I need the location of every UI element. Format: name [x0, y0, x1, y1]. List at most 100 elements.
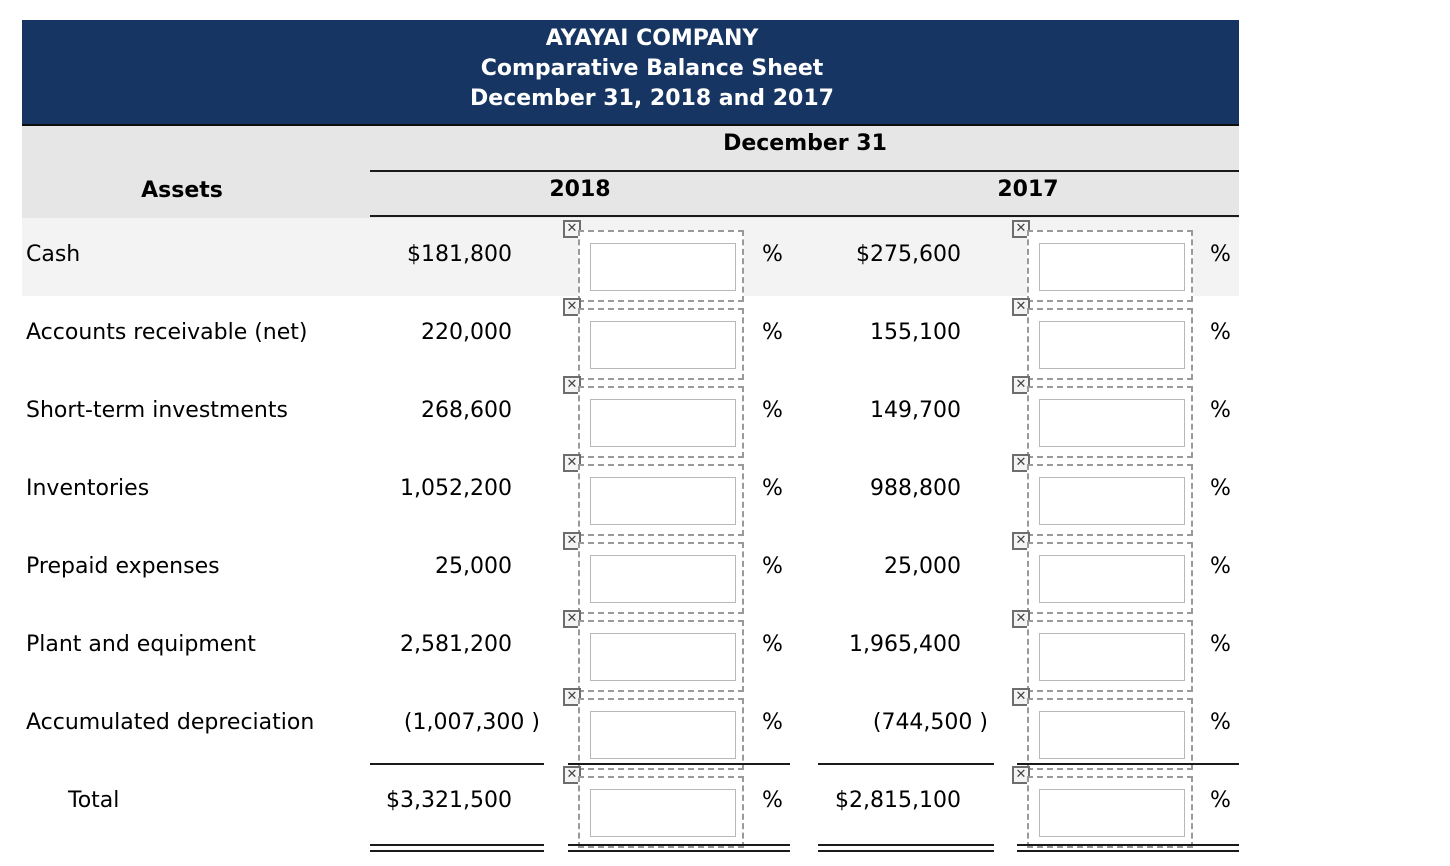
- x-mark-icon: ✕: [1012, 610, 1030, 628]
- percent-input-2018[interactable]: [590, 555, 736, 603]
- total-rule-2018-pct: [568, 763, 790, 765]
- percent-input-2018[interactable]: [590, 711, 736, 759]
- percent-sign-2018: %: [762, 476, 783, 501]
- amount-2018: 220,000: [421, 320, 512, 345]
- percent-sign-2017: %: [1210, 632, 1231, 657]
- percent-input-2018[interactable]: [590, 633, 736, 681]
- total-rule-2018-amount: [370, 763, 544, 765]
- year-divider: [370, 215, 1239, 217]
- percent-sign-2017: %: [1210, 788, 1231, 813]
- percent-input-2018[interactable]: [590, 477, 736, 525]
- percent-sign-2017: %: [1210, 320, 1231, 345]
- x-mark-icon: ✕: [563, 376, 581, 394]
- statement-header: AYAYAI COMPANY Comparative Balance Sheet…: [22, 20, 1239, 126]
- row-label: Cash: [26, 242, 81, 267]
- percent-input-2017-box: [1027, 230, 1193, 302]
- amount-2018: 1,052,200: [400, 476, 512, 501]
- percent-input-2018[interactable]: [590, 243, 736, 291]
- percent-input-2017-box: [1027, 776, 1193, 848]
- percent-sign-2017: %: [1210, 554, 1231, 579]
- year-2018-heading: 2018: [549, 177, 611, 202]
- percent-sign-2018: %: [762, 710, 783, 735]
- percent-input-2018-box: [578, 698, 744, 770]
- percent-sign-2017: %: [1210, 242, 1231, 267]
- percent-input-2018[interactable]: [590, 321, 736, 369]
- amount-2017: 155,100: [870, 320, 961, 345]
- percent-input-2017[interactable]: [1039, 243, 1185, 291]
- statement-title: Comparative Balance Sheet: [480, 56, 824, 81]
- percent-input-2017[interactable]: [1039, 477, 1185, 525]
- percent-input-2017-box: [1027, 464, 1193, 536]
- amount-2017: 25,000: [884, 554, 961, 579]
- amount-2018: (1,007,300 ): [403, 710, 540, 735]
- row-label: Total: [68, 788, 120, 813]
- percent-input-2017-box: [1027, 620, 1193, 692]
- row-label: Accumulated depreciation: [26, 710, 315, 735]
- x-mark-icon: ✕: [563, 688, 581, 706]
- x-mark-icon: ✕: [1012, 376, 1030, 394]
- double-rule-2017-pct: [1017, 844, 1239, 852]
- assets-heading: Assets: [141, 178, 223, 203]
- row-label: Inventories: [26, 476, 150, 501]
- column-header-band: [22, 126, 1239, 218]
- percent-sign-2018: %: [762, 398, 783, 423]
- x-mark-icon: ✕: [1012, 688, 1030, 706]
- double-rule-2018-pct: [568, 844, 790, 852]
- percent-sign-2017: %: [1210, 398, 1231, 423]
- percent-input-2017[interactable]: [1039, 789, 1185, 837]
- percent-input-2018[interactable]: [590, 399, 736, 447]
- company-name: AYAYAI COMPANY: [545, 26, 759, 51]
- percent-input-2018-box: [578, 776, 744, 848]
- percent-input-2018-box: [578, 308, 744, 380]
- percent-input-2017[interactable]: [1039, 711, 1185, 759]
- x-mark-icon: ✕: [563, 532, 581, 550]
- percent-sign-2017: %: [1210, 710, 1231, 735]
- amount-2018: 2,581,200: [400, 632, 512, 657]
- heading-divider: [370, 170, 1239, 172]
- percent-input-2018-box: [578, 230, 744, 302]
- percent-input-2018[interactable]: [590, 789, 736, 837]
- percent-input-2018-box: [578, 620, 744, 692]
- percent-sign-2018: %: [762, 554, 783, 579]
- x-mark-icon: ✕: [563, 454, 581, 472]
- percent-input-2017-box: [1027, 698, 1193, 770]
- amount-2018: $181,800: [407, 242, 512, 267]
- year-2017-heading: 2017: [997, 177, 1059, 202]
- row-label: Prepaid expenses: [26, 554, 220, 579]
- x-mark-icon: ✕: [1012, 532, 1030, 550]
- amount-2017: 1,965,400: [849, 632, 961, 657]
- statement-date: December 31, 2018 and 2017: [470, 86, 834, 111]
- percent-input-2017-box: [1027, 386, 1193, 458]
- amount-2017: 988,800: [870, 476, 961, 501]
- total-rule-2017-pct: [1017, 763, 1239, 765]
- double-rule-2018-amount: [370, 844, 544, 852]
- row-label: Plant and equipment: [26, 632, 256, 657]
- percent-input-2017[interactable]: [1039, 321, 1185, 369]
- x-mark-icon: ✕: [563, 298, 581, 316]
- percent-sign-2018: %: [762, 320, 783, 345]
- x-mark-icon: ✕: [1012, 220, 1030, 238]
- percent-sign-2018: %: [762, 242, 783, 267]
- percent-input-2018-box: [578, 386, 744, 458]
- percent-input-2017[interactable]: [1039, 633, 1185, 681]
- x-mark-icon: ✕: [1012, 454, 1030, 472]
- percent-sign-2017: %: [1210, 476, 1231, 501]
- x-mark-icon: ✕: [563, 220, 581, 238]
- row-label: Accounts receivable (net): [26, 320, 308, 345]
- x-mark-icon: ✕: [1012, 298, 1030, 316]
- amount-2017: 149,700: [870, 398, 961, 423]
- total-rule-2017-amount: [818, 763, 994, 765]
- amount-2018: 25,000: [435, 554, 512, 579]
- x-mark-icon: ✕: [563, 766, 581, 784]
- percent-input-2017-box: [1027, 542, 1193, 614]
- percent-input-2018-box: [578, 542, 744, 614]
- percent-input-2018-box: [578, 464, 744, 536]
- percent-input-2017[interactable]: [1039, 555, 1185, 603]
- row-label: Short-term investments: [26, 398, 288, 423]
- amount-2018: $3,321,500: [386, 788, 512, 813]
- percent-input-2017[interactable]: [1039, 399, 1185, 447]
- percent-sign-2018: %: [762, 788, 783, 813]
- amount-2018: 268,600: [421, 398, 512, 423]
- x-mark-icon: ✕: [1012, 766, 1030, 784]
- x-mark-icon: ✕: [563, 610, 581, 628]
